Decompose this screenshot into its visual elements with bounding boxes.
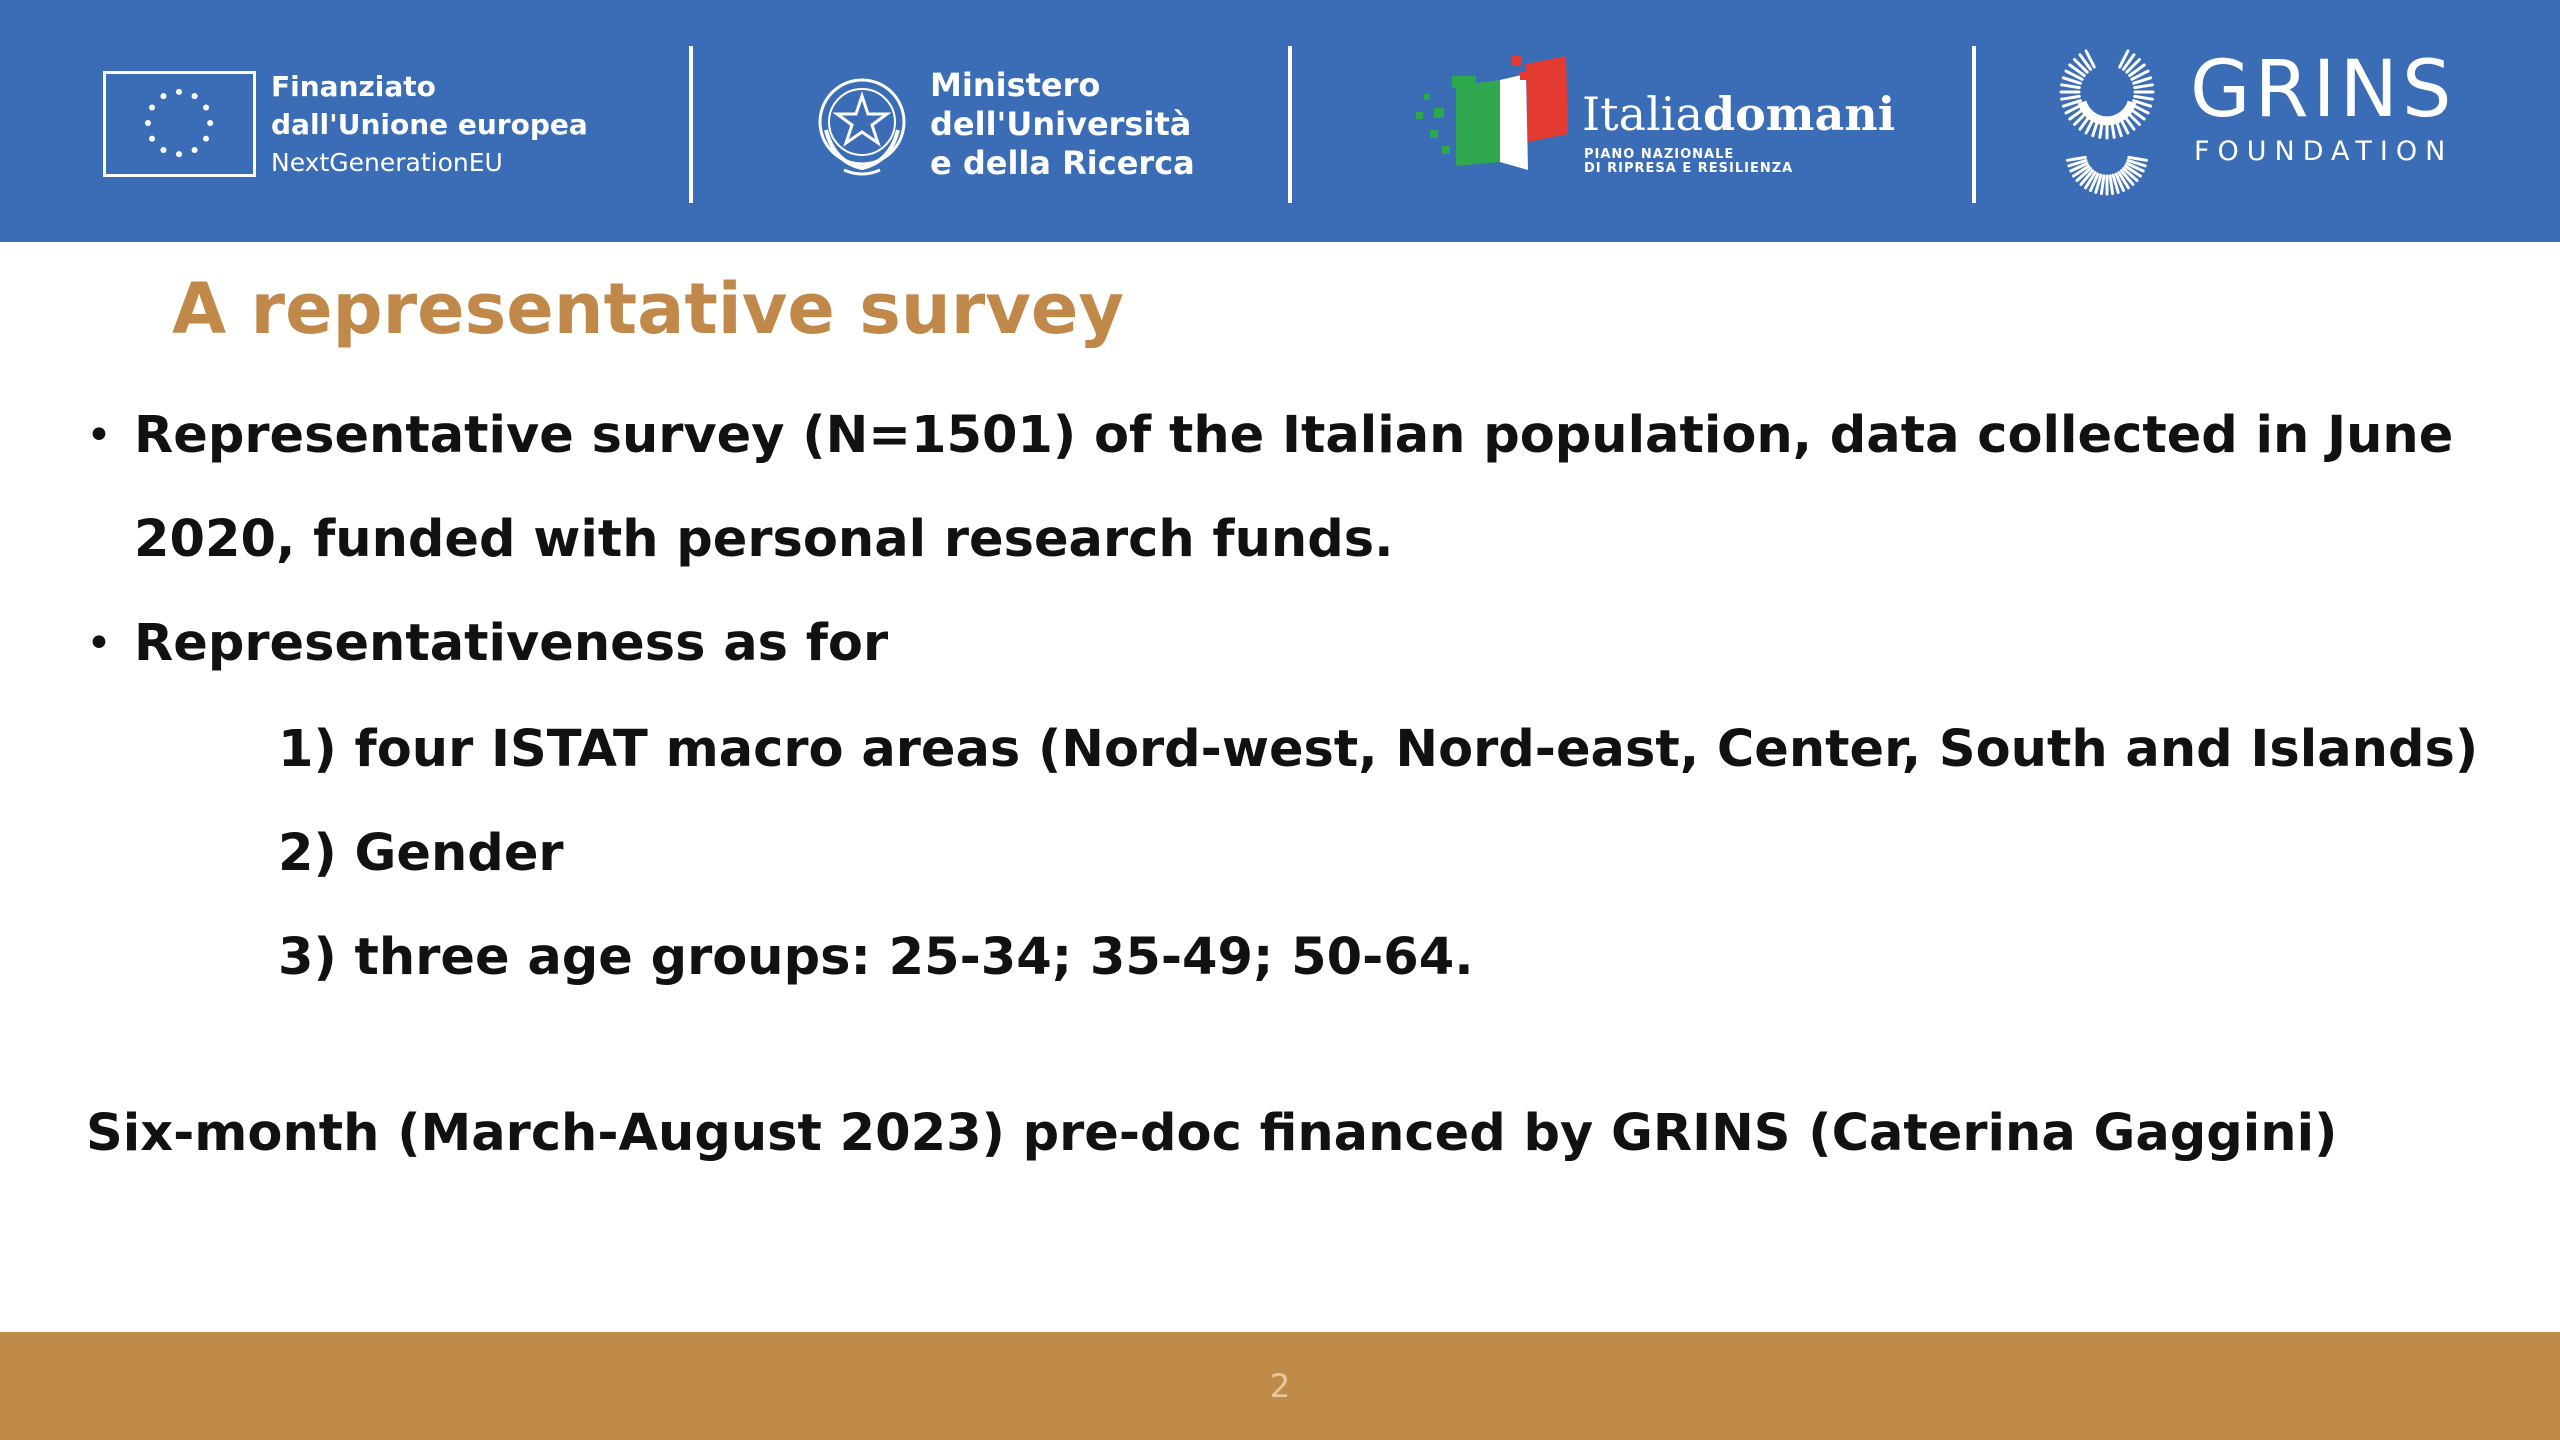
ministry-label: Ministero dell'Università e della Ricerc… — [930, 66, 1195, 183]
eu-funding-label: Finanziato dall'Unione europea NextGener… — [271, 68, 588, 182]
ministry-line-3: e della Ricerca — [930, 144, 1195, 182]
eu-line-3: NextGenerationEU — [271, 148, 503, 177]
eu-flag-icon — [103, 71, 256, 177]
bullet-1-line-1: Representative survey (N=1501) of the It… — [134, 406, 2454, 465]
italiadomani-wordmark: Italiadomani — [1582, 88, 1895, 140]
header-divider — [1972, 46, 1976, 203]
eu-line-2: dall'Unione europea — [271, 108, 588, 141]
bullet-2-line-1: Representativeness as for — [134, 614, 889, 673]
sub-item: 1) four ISTAT macro areas (Nord-west, No… — [278, 720, 2479, 779]
bullet-marker: • — [86, 618, 112, 669]
footer-band: 2 — [0, 1332, 2560, 1440]
bullet-marker: • — [86, 410, 112, 461]
grins-subtitle: FOUNDATION — [2194, 136, 2454, 167]
sub-item: 3) three age groups: 25-34; 35-49; 50-64… — [278, 928, 1474, 987]
bullet-1-line-2: 2020, funded with personal research fund… — [134, 510, 1394, 569]
italiadomani-subtitle: PIANO NAZIONALE DI RIPRESA E RESILIENZA — [1584, 148, 1793, 176]
sub-item: 2) Gender — [278, 824, 564, 883]
grins-wordmark: GRINS — [2190, 45, 2456, 135]
italiadomani-regular: Italia — [1582, 87, 1703, 141]
header-divider — [689, 46, 693, 203]
page-number: 2 — [1269, 1367, 1291, 1405]
italiadomani-bold: domani — [1702, 87, 1896, 141]
italiadomani-sub-2: DI RIPRESA E RESILIENZA — [1584, 161, 1794, 176]
header-banner: Finanziato dall'Unione europea NextGener… — [0, 0, 2560, 242]
ministry-line-1: Ministero — [930, 66, 1101, 104]
ministry-line-2: dell'Università — [930, 105, 1192, 143]
italiadomani-sub-1: PIANO NAZIONALE — [1584, 147, 1735, 162]
funding-note: Six-month (March-August 2023) pre-doc fi… — [86, 1104, 2338, 1163]
header-divider — [1288, 46, 1292, 203]
slide-title: A representative survey — [172, 268, 1125, 350]
italian-republic-emblem-icon — [814, 70, 910, 180]
grins-logo-icon — [2056, 42, 2158, 198]
italiadomani-flag-icon — [1416, 50, 1570, 184]
eu-line-1: Finanziato — [271, 70, 436, 103]
